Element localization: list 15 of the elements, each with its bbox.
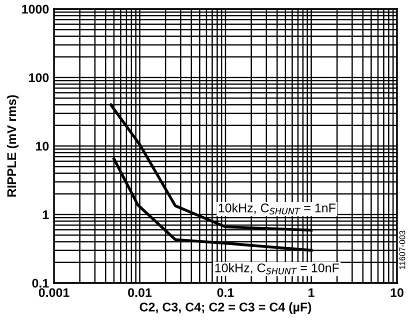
y-tick-label: 0.1 — [32, 278, 49, 288]
y-tick-label: 100 — [29, 73, 49, 82]
x-tick-label: 10 — [390, 288, 404, 298]
text: 11607-003 — [399, 230, 406, 269]
x-tick-label: 0.1 — [217, 288, 234, 298]
x-tick-label: 0.001 — [38, 288, 70, 298]
y-tick-label: 1000 — [22, 4, 49, 14]
x-axis-title: C2, C3, C4; C2 = C3 = C4 (µF) — [140, 302, 312, 314]
series-label: 10kHz, C$_{SHUNT}$ = 1nF — [218, 203, 336, 214]
x-tick-label: 0.01 — [128, 288, 152, 298]
y-tick-label: 1 — [42, 210, 49, 220]
series-label: 10kHz, C$_{SHUNT}$ = 10nF — [215, 263, 339, 274]
x-tick-label: 1 — [308, 288, 314, 297]
y-tick-label: 10 — [36, 142, 49, 151]
y-axis-title: RIPPLE (mV rms) — [6, 95, 19, 197]
